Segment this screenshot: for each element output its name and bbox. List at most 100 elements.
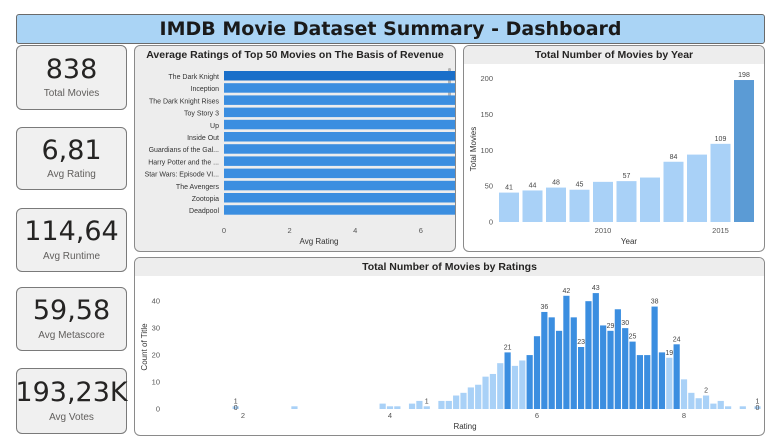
category-label: Toy Story 3 [184, 111, 219, 118]
category-label: Deadpool [189, 208, 219, 215]
bar [453, 395, 460, 409]
bar [408, 403, 416, 409]
kpi-label: Avg Votes [49, 411, 94, 423]
kpi-value: 114,64 [24, 216, 119, 248]
y-tick-label: 200 [480, 74, 493, 83]
category-label: Up [210, 123, 219, 130]
bar [607, 330, 614, 409]
data-label: 198 [738, 72, 750, 79]
bar [687, 154, 707, 222]
chart-panel-top-movies-rating[interactable]: Average Ratings of Top 50 Movies on The … [134, 45, 456, 252]
bar [688, 392, 695, 409]
bar [570, 317, 577, 409]
bar [725, 406, 732, 409]
bar [622, 328, 629, 409]
kpi-value: 59,58 [32, 295, 111, 327]
chart-title: Total Number of Movies by Ratings [135, 258, 764, 276]
category-label: Guardians of the Gal... [149, 147, 219, 154]
chart-title: Total Number of Movies by Year [464, 46, 764, 64]
bar [519, 360, 526, 409]
bar [475, 384, 482, 409]
category-label: Inside Out [187, 135, 219, 142]
bar [569, 189, 590, 222]
bar [644, 355, 651, 409]
bar [224, 83, 455, 93]
data-label: 23 [577, 339, 585, 346]
bar [600, 325, 607, 409]
bar [702, 395, 710, 409]
x-tick-label: 6 [419, 226, 423, 235]
data-label: 30 [621, 320, 629, 327]
bar [585, 301, 592, 409]
bar [710, 403, 717, 409]
data-label: 0 [234, 405, 238, 412]
y-tick-label: 0 [489, 218, 493, 227]
bar [224, 180, 455, 191]
category-label: The Avengers [176, 184, 220, 191]
kpi-value: 6,81 [41, 134, 102, 166]
bar [416, 400, 423, 409]
x-tick-label: 2 [241, 411, 245, 420]
y-tick-label: 10 [152, 378, 160, 387]
data-label: 29 [607, 323, 615, 330]
x-tick-label: 2 [288, 226, 292, 235]
bar [739, 406, 746, 409]
data-label: 1 [756, 398, 760, 405]
data-label: 21 [504, 344, 512, 351]
bar [555, 330, 563, 409]
bar [754, 406, 761, 409]
bar [541, 311, 548, 409]
bar [548, 317, 555, 409]
bar [680, 379, 688, 409]
bar [438, 400, 445, 409]
category-label: Zootopia [192, 196, 219, 203]
top-movies-bar-chart: The Dark Knight9,00Inception8,80The Dark… [145, 68, 455, 246]
bar [717, 400, 724, 409]
bar [592, 293, 599, 409]
bar [224, 95, 455, 105]
category-label: Inception [191, 86, 220, 93]
data-label: 1 [234, 398, 238, 405]
bar [394, 406, 401, 409]
y-tick-label: 20 [152, 351, 160, 360]
y-axis-title: Count of Title [140, 323, 149, 371]
kpi-card-total-movies[interactable]: 838 Total Movies [16, 45, 127, 110]
bar [614, 309, 621, 409]
data-label: 38 [651, 299, 659, 306]
data-label: 41 [505, 185, 513, 192]
data-label: 44 [529, 182, 537, 189]
kpi-card-avg-runtime[interactable]: 114,64 Avg Runtime [16, 208, 127, 272]
bar [636, 355, 643, 409]
bar [224, 71, 455, 81]
kpi-card-avg-metascore[interactable]: 59,58 Avg Metascore [16, 287, 127, 351]
y-tick-label: 50 [485, 182, 493, 191]
chart-panel-movies-by-year[interactable]: Total Number of Movies by Year 0 50 100 150… [463, 45, 765, 252]
bar [734, 80, 754, 222]
bar [651, 306, 658, 409]
data-label: 57 [623, 173, 631, 180]
y-tick-label: 30 [152, 324, 160, 333]
x-tick-label: 8 [682, 411, 686, 420]
x-axis-title: Avg Rating [300, 237, 339, 246]
kpi-card-avg-rating[interactable]: 6,81 Avg Rating [16, 127, 127, 190]
bar [460, 392, 467, 409]
data-label: 48 [552, 180, 560, 187]
data-label: 24 [673, 336, 681, 343]
bar [673, 344, 680, 409]
kpi-card-avg-votes[interactable]: 193,23K Avg Votes [15, 368, 128, 434]
y-axis-title: Total Movies [469, 127, 478, 171]
data-label: 2 [704, 388, 708, 395]
kpi-label: Avg Runtime [42, 250, 101, 262]
bar [224, 107, 455, 118]
bar [467, 387, 474, 409]
y-tick-label: 40 [152, 297, 160, 306]
bar [593, 181, 613, 222]
chart-panel-movies-by-rating[interactable]: Total Number of Movies by Ratings 0 10 20 3… [134, 257, 765, 436]
bar [629, 341, 636, 409]
dashboard-title: IMDB Movie Dataset Summary - Dashboard [159, 18, 622, 40]
bar [489, 373, 496, 409]
x-tick-label: 0 [222, 226, 226, 235]
y-tick-label: 0 [156, 405, 160, 414]
bar [710, 143, 731, 222]
category-label: The Dark Knight [168, 74, 219, 81]
